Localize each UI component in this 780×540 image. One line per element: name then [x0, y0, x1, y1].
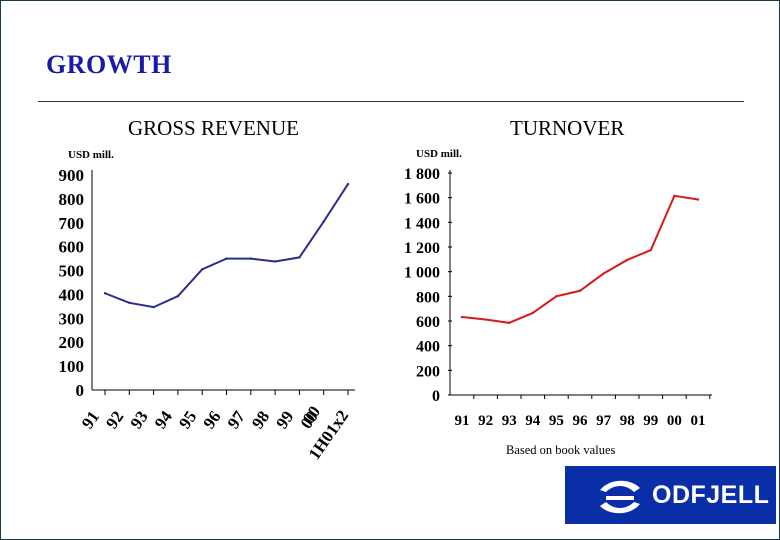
y-tick-label: 1 800 — [404, 166, 440, 183]
y-tick-label: 0 — [76, 381, 85, 400]
data-point — [322, 220, 325, 223]
slide-title: GROWTH — [46, 50, 172, 79]
data-point — [508, 321, 511, 325]
y-tick-label: 800 — [416, 289, 440, 306]
data-point — [152, 305, 155, 309]
x-tick-label: 96 — [573, 413, 589, 429]
x-tick-label: 00 — [667, 413, 682, 429]
data-point — [484, 318, 487, 321]
x-tick-label: 94 — [525, 413, 541, 429]
gross-revenue-chart: USD mill.0100200300400500600700800900919… — [59, 149, 355, 463]
turnover-series-line — [461, 194, 699, 324]
company-logo[interactable] — [565, 466, 776, 524]
data-point — [696, 198, 700, 201]
y-tick-label: 900 — [59, 166, 85, 185]
data-point — [602, 272, 605, 275]
y-tick-label: 600 — [416, 314, 440, 331]
logo-text: ODFJELL — [652, 481, 770, 509]
gross-revenue-chart-title: GROSS REVENUE — [128, 116, 299, 140]
y-tick-label: 700 — [59, 214, 85, 233]
y-unit-label: USD mill. — [68, 149, 114, 161]
data-point — [673, 194, 676, 198]
title-divider — [38, 101, 744, 102]
x-tick-label: 91 — [455, 413, 470, 429]
turnover-chart-title: TURNOVER — [510, 116, 625, 140]
x-tick-label: 93 — [502, 413, 517, 429]
data-point — [298, 256, 301, 259]
y-tick-label: 1 200 — [404, 240, 440, 257]
y-tick-label: 1 400 — [404, 215, 440, 232]
y-tick-label: 200 — [416, 363, 440, 380]
data-point — [555, 295, 558, 298]
data-point — [649, 248, 652, 252]
y-tick-label: 800 — [59, 190, 85, 209]
y-tick-label: 1 000 — [404, 265, 440, 282]
y-tick-label: 400 — [416, 339, 440, 356]
data-point — [225, 257, 228, 260]
y-tick-label: 500 — [59, 262, 85, 281]
data-point — [626, 258, 629, 262]
data-point — [103, 292, 107, 295]
y-tick-label: 100 — [59, 357, 85, 376]
y-tick-label: 600 — [59, 238, 85, 257]
x-tick-label: 98 — [620, 413, 635, 429]
data-point — [201, 268, 204, 271]
y-tick-label: 0 — [432, 388, 440, 405]
data-point — [346, 182, 350, 186]
odfjell-logo-icon — [600, 480, 640, 514]
x-tick-label: 01 — [691, 413, 706, 429]
data-point — [273, 260, 277, 263]
footnote: Based on book values — [506, 443, 616, 457]
x-tick-label: 97 — [596, 413, 612, 429]
data-point — [460, 315, 464, 319]
data-point — [176, 294, 180, 298]
x-tick-label: 99 — [643, 413, 658, 429]
y-tick-label: 300 — [59, 309, 85, 328]
y-tick-label: 400 — [59, 285, 85, 304]
turnover-chart: USD mill. 0 200 400 600 800 1 000 1 200 1 400 1 6… — [404, 148, 712, 429]
y-unit-label: USD mill. — [416, 148, 462, 160]
data-point — [128, 301, 131, 305]
x-tick-label: 95 — [549, 413, 564, 429]
x-tick-label: 92 — [478, 413, 493, 429]
y-tick-label: 200 — [59, 333, 85, 352]
data-point — [578, 289, 582, 292]
y-tick-label: 1 600 — [404, 191, 440, 208]
data-point — [531, 311, 534, 315]
data-point — [249, 257, 252, 260]
